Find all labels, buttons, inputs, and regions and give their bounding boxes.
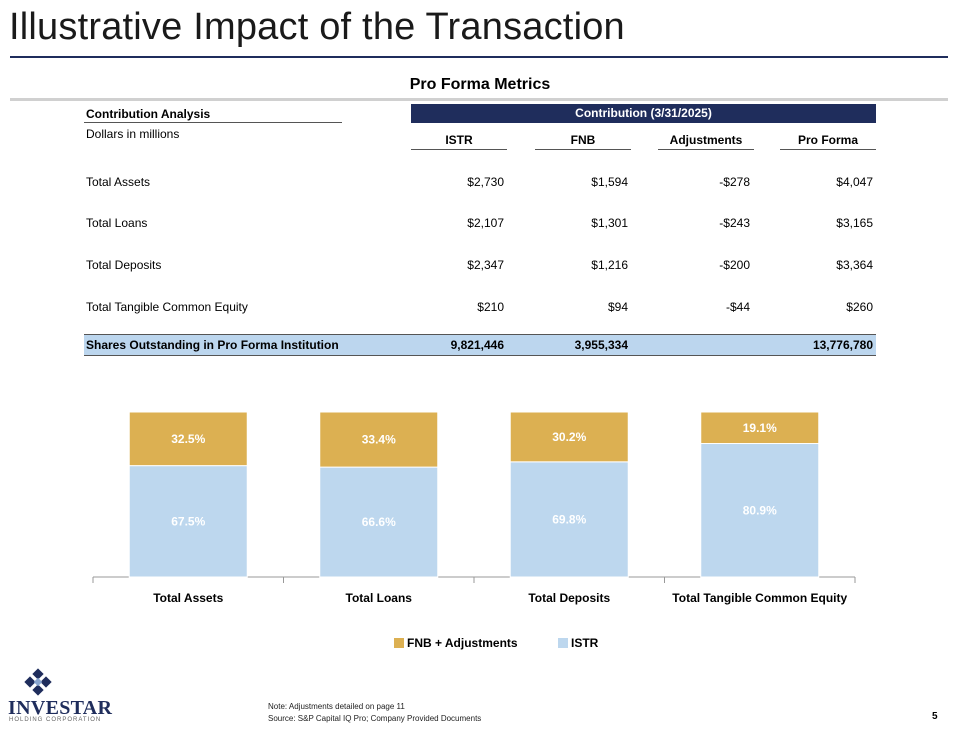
data-label: 67.5% bbox=[171, 514, 205, 528]
footnote-source: Source: S&P Capital IQ Pro; Company Prov… bbox=[268, 714, 482, 723]
table-cell: $260 bbox=[846, 300, 873, 314]
title-rule bbox=[10, 56, 948, 58]
row-label-total-tangible-common-equity: Total Tangible Common Equity bbox=[86, 300, 248, 314]
table-cell: -$243 bbox=[719, 216, 750, 230]
row-label-total-assets: Total Assets bbox=[86, 175, 151, 189]
page-title: Illustrative Impact of the Transaction bbox=[9, 6, 625, 48]
table-cell: -$200 bbox=[719, 258, 750, 272]
data-label: 32.5% bbox=[171, 432, 205, 446]
data-label: 30.2% bbox=[552, 430, 586, 444]
table-cell: $1,216 bbox=[591, 258, 628, 272]
bar-istr-0 bbox=[128, 465, 248, 578]
table-cell: $2,347 bbox=[467, 258, 504, 272]
legend-swatch-istr bbox=[558, 638, 568, 648]
contribution-analysis-label: Contribution Analysis bbox=[86, 107, 211, 121]
legend-label-fnb-adjustments: FNB + Adjustments bbox=[407, 636, 518, 650]
data-label: 80.9% bbox=[743, 503, 777, 517]
column-header-fnb: FNB bbox=[570, 133, 596, 147]
shares-cell: 3,955,334 bbox=[574, 338, 628, 352]
data-label: 33.4% bbox=[362, 433, 396, 447]
contribution-group-header: Contribution (3/31/2025) bbox=[411, 104, 876, 123]
table-cell: $1,301 bbox=[591, 216, 628, 230]
x-tick-label: Total Loans bbox=[346, 591, 413, 605]
x-tick-label: Total Deposits bbox=[528, 591, 610, 605]
data-label: 19.1% bbox=[743, 421, 777, 435]
table-cell: $94 bbox=[607, 300, 628, 314]
table-cell: $4,047 bbox=[836, 175, 873, 189]
shares-cell: 13,776,780 bbox=[812, 338, 873, 352]
investar-logo-icon bbox=[24, 668, 52, 696]
column-header-adjustments: Adjustments bbox=[669, 133, 743, 147]
column-header-pro-forma: Pro Forma bbox=[797, 133, 858, 147]
logo-wordmark: INVESTAR bbox=[8, 697, 113, 719]
table-cell: -$278 bbox=[719, 175, 750, 189]
table-cell: $2,107 bbox=[467, 216, 504, 230]
column-header-istr: ISTR bbox=[445, 133, 473, 147]
bar-istr-2 bbox=[509, 461, 629, 578]
shares-row-label: Shares Outstanding in Pro Forma Institut… bbox=[86, 338, 339, 352]
shares-cell: 9,821,446 bbox=[450, 338, 504, 352]
bar-fnb-adjustments-2 bbox=[509, 411, 629, 463]
data-label: 69.8% bbox=[552, 512, 586, 526]
table-cell: $1,594 bbox=[591, 175, 628, 189]
row-label-total-loans: Total Loans bbox=[86, 216, 148, 230]
legend-swatch-fnb-adjustments bbox=[394, 638, 404, 648]
x-tick-label: Total Tangible Common Equity bbox=[672, 591, 847, 605]
bar-fnb-adjustments-3 bbox=[700, 411, 820, 445]
bar-istr-1 bbox=[319, 466, 439, 578]
table-cell: $3,165 bbox=[836, 216, 873, 230]
units-label: Dollars in millions bbox=[86, 127, 180, 141]
data-label: 66.6% bbox=[362, 515, 396, 529]
section-subtitle: Pro Forma Metrics bbox=[409, 76, 551, 93]
shares-row-background bbox=[84, 334, 876, 356]
label-rule bbox=[84, 122, 342, 123]
column-rule bbox=[535, 149, 631, 150]
row-label-total-deposits: Total Deposits bbox=[86, 258, 162, 272]
column-rule bbox=[411, 149, 507, 150]
footnote-adjustments: Note: Adjustments detailed on page 11 bbox=[268, 702, 405, 711]
subtitle-rule bbox=[10, 98, 948, 101]
table-cell: -$44 bbox=[725, 300, 750, 314]
x-tick-label: Total Assets bbox=[153, 591, 223, 605]
table-cell: $2,730 bbox=[467, 175, 504, 189]
bar-fnb-adjustments-1 bbox=[319, 411, 439, 468]
bar-istr-3 bbox=[700, 443, 820, 578]
logo-subtitle: HOLDING CORPORATION bbox=[9, 717, 102, 723]
column-rule bbox=[658, 149, 754, 150]
page-number: 5 bbox=[932, 711, 938, 722]
table-cell: $210 bbox=[477, 300, 504, 314]
bar-fnb-adjustments-0 bbox=[128, 411, 248, 467]
column-rule bbox=[780, 149, 876, 150]
table-cell: $3,364 bbox=[836, 258, 873, 272]
legend-label-istr: ISTR bbox=[571, 636, 599, 650]
